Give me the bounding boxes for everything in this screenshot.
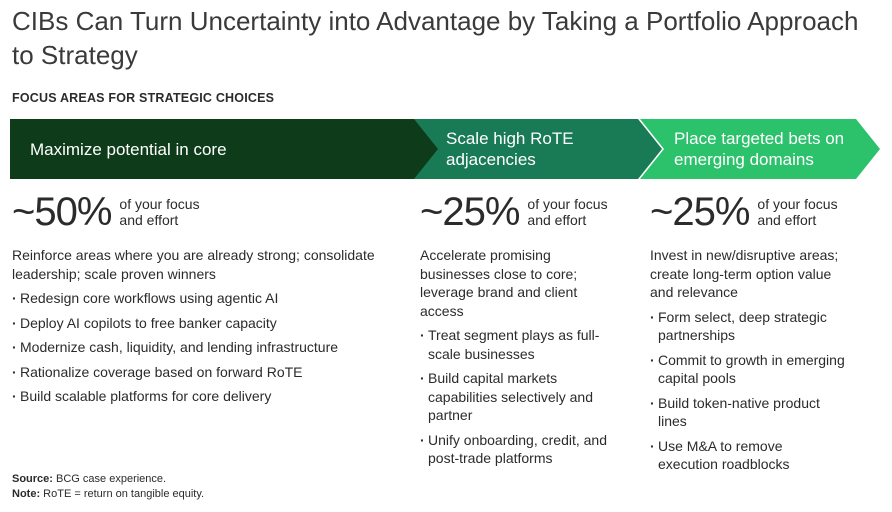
bullet-item: Deploy AI copilots to free banker capaci… <box>12 314 382 333</box>
percent-note-adjacencies: of your focus and effort <box>527 196 608 228</box>
band-core-shape <box>10 119 440 179</box>
section-label: FOCUS AREAS FOR STRATEGIC CHOICES <box>12 91 275 105</box>
percent-core: ~50% <box>12 190 112 234</box>
lead-adjacencies: Accelerate promising businesses close to… <box>420 247 578 319</box>
bullet-item: Build scalable platforms for core delive… <box>12 387 382 406</box>
bullet-item: Use M&A to remove execution roadblocks <box>650 437 845 474</box>
band-emerging-shape <box>640 119 880 179</box>
bullet-item: Commit to growth in emerging capital poo… <box>650 351 845 388</box>
lead-emerging: Invest in new/disruptive areas; create l… <box>650 247 839 300</box>
bullet-item: Form select, deep strategic partnerships <box>650 308 845 345</box>
bullet-list-emerging: Form select, deep strategic partnerships… <box>650 308 845 474</box>
column-emerging: ~25% of your focus and effort Invest in … <box>650 190 845 474</box>
column-adjacencies: ~25% of your focus and effort Accelerate… <box>420 190 620 468</box>
bullet-item: Modernize cash, liquidity, and lending i… <box>12 338 382 357</box>
band-label-adjacencies: Scale high RoTE adjacencies <box>446 129 574 169</box>
bullet-list-adjacencies: Treat segment plays as full-scale busine… <box>420 326 620 468</box>
column-core: ~50% of your focus and effort Reinforce … <box>12 190 382 406</box>
percent-note-core: of your focus and effort <box>119 196 200 228</box>
bullet-item: Redesign core workflows using agentic AI <box>12 289 382 308</box>
bullet-list-core: Redesign core workflows using agentic AI… <box>12 289 382 406</box>
percent-note-emerging: of your focus and effort <box>757 196 838 228</box>
percent-emerging: ~25% <box>650 190 750 234</box>
band-label-emerging: Place targeted bets on emerging domains <box>674 129 845 169</box>
lead-core: Reinforce areas where you are already st… <box>12 247 375 282</box>
band-adjacencies-shape <box>414 119 662 179</box>
percent-adjacencies: ~25% <box>420 190 520 234</box>
bullet-item: Unify onboarding, credit, and post-trade… <box>420 431 620 468</box>
note-text: RoTE = return on tangible equity. <box>43 488 205 500</box>
note-label: Note: <box>12 488 41 500</box>
band-label-core: Maximize potential in core <box>30 140 227 159</box>
chevron-arrow-bar <box>10 119 880 179</box>
source-text: BCG case experience. <box>56 473 167 485</box>
page-title: CIBs Can Turn Uncertainty into Advantage… <box>12 6 859 70</box>
bullet-item: Build capital markets capabilities selec… <box>420 369 620 425</box>
source-label: Source: <box>12 473 53 485</box>
bullet-item: Build token-native product lines <box>650 394 845 431</box>
bullet-item: Treat segment plays as full-scale busine… <box>420 326 620 363</box>
footer-notes: Source: BCG case experience. Note: RoTE … <box>12 472 204 502</box>
bullet-item: Rationalize coverage based on forward Ro… <box>12 363 382 382</box>
